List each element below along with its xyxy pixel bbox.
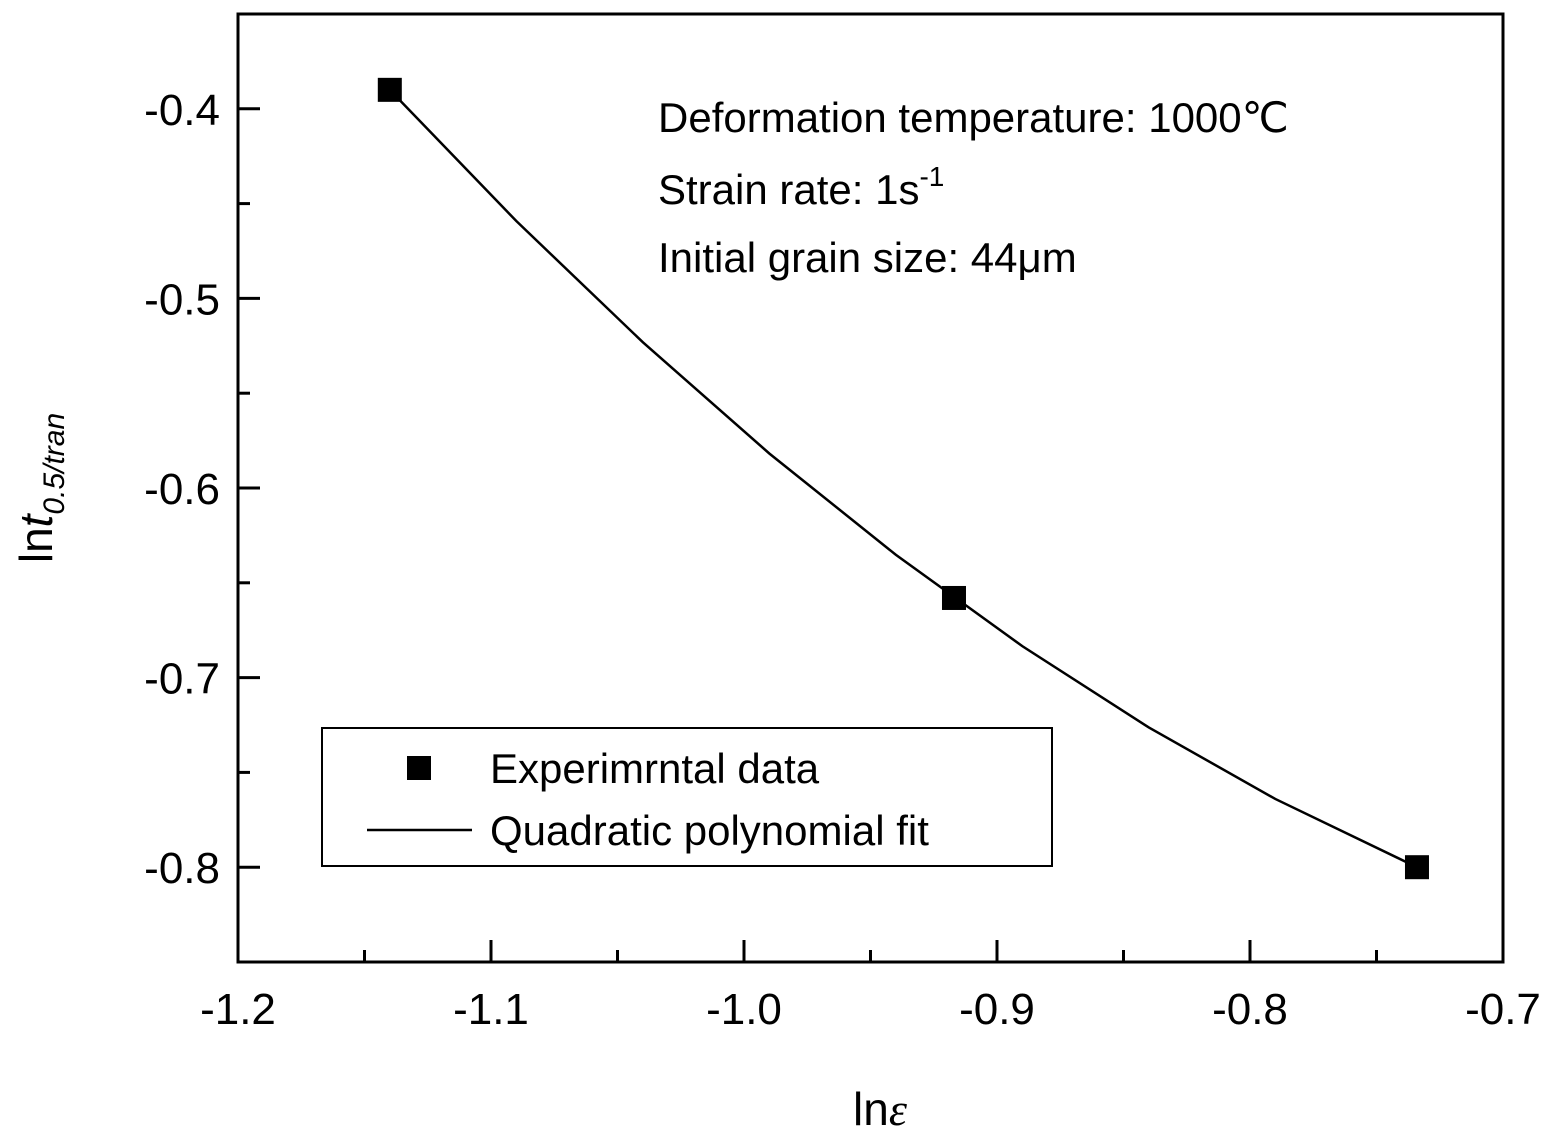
y-axis-label: lnt0.5/tran [10,413,71,563]
fit-line [388,88,1418,869]
x-tick-label: -0.7 [1465,985,1541,1034]
annotation: Initial grain size: 44μm [658,234,1077,281]
x-label-var: ε [889,1084,908,1135]
annotation: Deformation temperature: 1000℃ [658,94,1289,141]
y-tick-label: -0.6 [144,465,220,514]
data-point [377,77,402,102]
y-tick-label: -0.5 [144,275,220,324]
annotation: Strain rate: 1s-1 [658,161,944,213]
y-label-base: ln [10,527,62,563]
legend-box [321,727,1053,867]
data-point [1404,855,1429,880]
y-tick-label: -0.4 [144,86,220,135]
legend-marker [407,756,431,780]
data-point [941,585,966,610]
y-label-sub: 0.5/tran [38,413,71,515]
x-tick-label: -0.8 [1212,985,1288,1034]
x-tick-label: -1.1 [453,985,529,1034]
legend-label: Quadratic polynomial fit [490,807,929,854]
x-label-base: ln [853,1083,889,1135]
x-axis-label: lnε [853,1083,908,1135]
annotation-text: Strain rate: 1s [658,166,919,213]
x-tick-label: -0.9 [959,985,1035,1034]
y-label-var: t [10,512,62,527]
y-tick-label: -0.8 [144,844,220,893]
x-tick-label: -1.2 [200,985,276,1034]
legend-label: Experimrntal data [490,745,820,792]
y-tick-label: -0.7 [144,655,220,704]
annotation-sup: -1 [919,161,944,192]
x-tick-label: -1.0 [706,985,782,1034]
